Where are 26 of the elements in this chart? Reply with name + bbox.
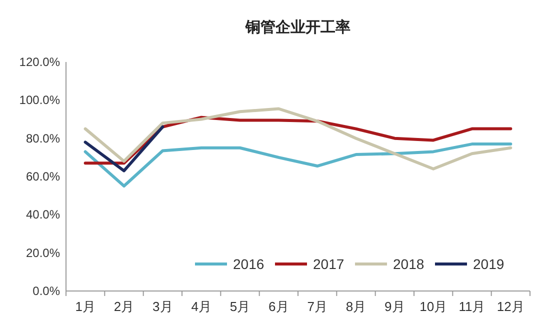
x-tick-label: 12月 [496,299,524,314]
legend-label: 2017 [313,256,344,272]
chart-title: 铜管企业开工率 [244,18,350,36]
y-tick-label: 40.0% [26,208,60,222]
y-tick-label: 20.0% [26,246,60,260]
x-tick-label: 10月 [420,299,448,314]
legend-label: 2018 [393,256,424,272]
x-tick-label: 9月 [384,299,405,314]
y-tick-label: 0.0% [32,284,60,298]
x-tick-label: 11月 [458,299,486,314]
line-series [84,142,512,188]
legend-label: 2016 [233,256,264,272]
x-tick-label: 2月 [114,299,134,314]
y-tick-label: 120.0% [19,55,60,69]
x-tick-label: 3月 [152,299,173,314]
x-tick-label: 7月 [307,299,328,314]
x-tick-label: 4月 [191,299,212,314]
x-tick-label: 6月 [268,299,289,314]
x-tick-label: 8月 [346,299,366,314]
line-series [84,107,512,170]
y-tick-label: 60.0% [26,170,60,184]
y-tick-label: 100.0% [19,93,60,108]
x-tick-label: 5月 [230,299,250,314]
y-tick-label: 80.0% [26,131,60,146]
legend-label: 2019 [473,256,504,272]
x-tick-label: 1月 [75,299,96,314]
